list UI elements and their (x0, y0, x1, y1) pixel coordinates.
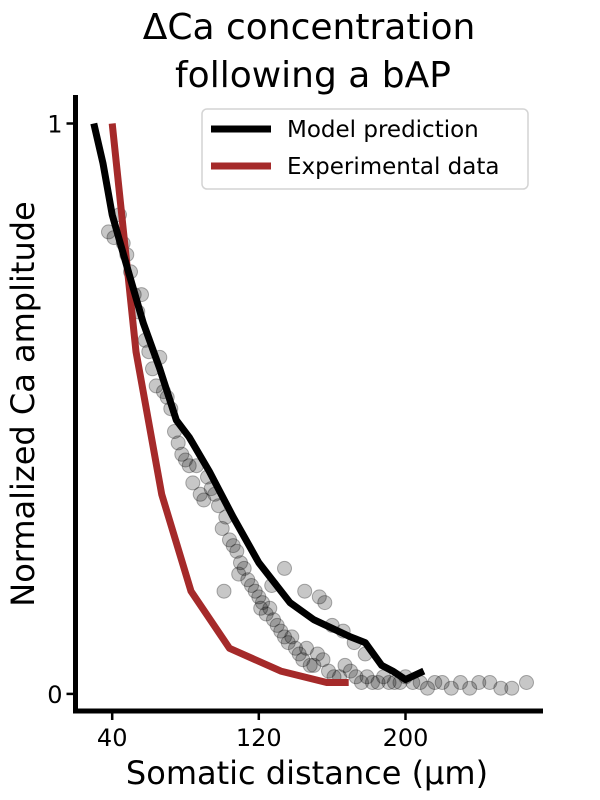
scatter-point (170, 435, 186, 451)
scatter-point (196, 492, 212, 508)
scatter-point (315, 652, 331, 668)
scatter-point (348, 669, 364, 685)
scatter-point (247, 583, 263, 599)
scatter-point (225, 538, 241, 554)
scatter-point (244, 578, 259, 593)
scatter-point (231, 566, 247, 582)
legend-frame (201, 108, 529, 190)
scatter-point (251, 589, 267, 605)
chart-title-line-1: ΔCa concentration (143, 7, 476, 48)
line-layer (90, 122, 426, 686)
scatter-point (482, 675, 498, 690)
scatter-point (284, 629, 300, 645)
scatter-point (297, 583, 313, 599)
scatter-point (233, 555, 248, 571)
scatter-point (269, 617, 285, 633)
scatter-point (185, 475, 201, 491)
scatter-point (471, 675, 487, 690)
legend-label-model: Model prediction (287, 117, 479, 143)
y-tick-label: 0 (47, 681, 62, 709)
scatter-point (253, 600, 269, 616)
scatter-point (462, 680, 478, 696)
scatter-point (178, 452, 193, 468)
scatter-point (317, 595, 333, 611)
scatter-point (370, 675, 386, 690)
scatter-point (311, 589, 327, 605)
scatter-point (240, 572, 256, 588)
tick-layer: 40 120 200 0 1 (47, 111, 428, 753)
scatter-point (277, 629, 292, 645)
scatter-point (299, 640, 314, 656)
y-tick-label: 1 (47, 111, 62, 139)
scatter-point (434, 675, 450, 690)
scatter-point (266, 612, 281, 628)
scatter-point (255, 595, 270, 611)
model-prediction-line (90, 122, 426, 684)
scatter-point (493, 680, 509, 696)
scatter-point (273, 623, 289, 639)
scatter-point (222, 532, 237, 548)
scatter-point (258, 606, 274, 622)
x-tick-label: 200 (383, 724, 429, 752)
scatter-point (181, 458, 197, 474)
scatter-point (236, 560, 252, 576)
x-axis-label: Somatic distance (µm) (126, 754, 488, 792)
scatter-point (306, 657, 322, 673)
scatter-point (354, 675, 369, 690)
scatter-point (214, 521, 230, 536)
legend: Model prediction Experimental data (201, 108, 529, 190)
scatter-point (302, 657, 318, 673)
scatter-point (453, 675, 468, 690)
scatter-point (192, 486, 208, 502)
scatter-point (427, 675, 443, 690)
scatter-point (288, 640, 303, 656)
scatter-point (321, 663, 336, 679)
scatter-point (420, 680, 435, 696)
x-tick-label: 40 (97, 724, 128, 752)
scatter-point (295, 652, 311, 668)
y-axis-label: Normalized Ca amplitude (4, 201, 42, 606)
scatter-point (262, 600, 278, 616)
scatter-point (216, 583, 232, 599)
x-tick-label: 120 (236, 724, 282, 752)
experimental-data-line (108, 123, 349, 686)
scatter-point (343, 663, 358, 679)
scatter-point (365, 675, 380, 690)
scatter-point (504, 680, 520, 696)
scatter-point (519, 675, 534, 690)
legend-label-experimental: Experimental data (287, 154, 500, 180)
scatter-point (291, 646, 307, 662)
scatter-point (280, 635, 296, 651)
scatter-point (381, 675, 397, 690)
scatter-point (337, 657, 353, 673)
scatter-point (359, 669, 375, 685)
scatter-point (310, 646, 325, 662)
chart-title-line-2: following a bAP (175, 55, 451, 96)
scatter-point (174, 446, 190, 462)
scatter-point (229, 543, 245, 559)
scatter-point (443, 680, 459, 696)
scatter-point (277, 560, 292, 576)
